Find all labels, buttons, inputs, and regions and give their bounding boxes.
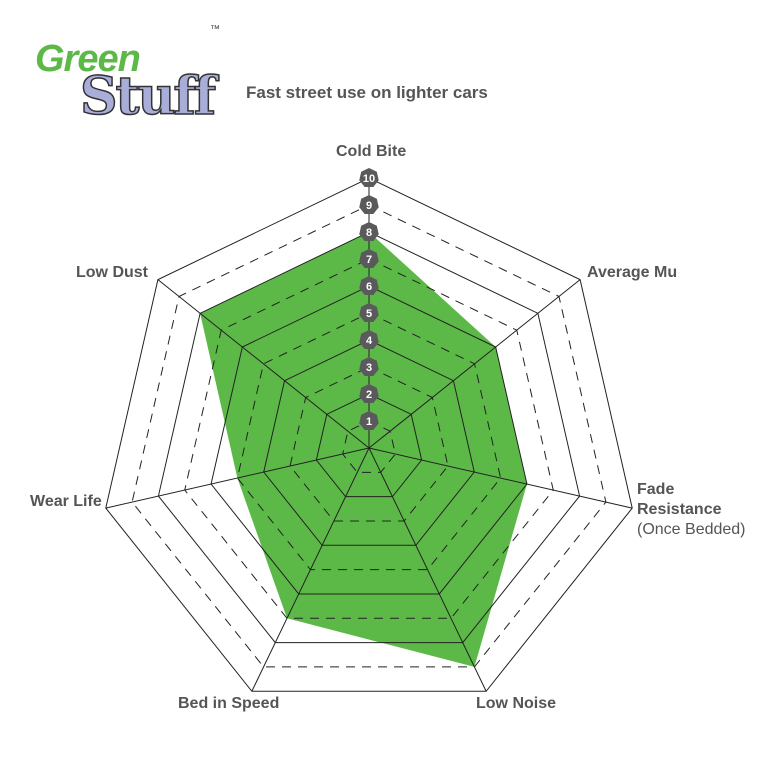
tick-label-10: 10: [363, 173, 375, 185]
spoke-6: [157, 279, 370, 449]
axis-label-low-noise: Low Noise: [476, 695, 557, 712]
logo-green: Green: [35, 38, 141, 80]
tick-label-1: 1: [366, 416, 372, 428]
spoke-3: [368, 447, 487, 692]
tick-badge-7: [359, 249, 379, 269]
axis-label-average-mu: Average Mu: [587, 264, 678, 281]
axis-label-bed-in-speed: Bed in Speed: [178, 695, 280, 712]
tick-label-9: 9: [366, 200, 372, 212]
grid-ring-9: [131, 204, 607, 668]
chart-subtitle: Fast street use on lighter cars: [246, 83, 488, 102]
tick-badge-4: [359, 330, 379, 350]
tick-badge-9: [359, 195, 379, 215]
green-stuff-logo: Green Stuff ™: [30, 24, 230, 138]
grid-ring-4: [263, 339, 475, 546]
tick-label-2: 2: [366, 389, 372, 401]
spoke-5: [105, 447, 370, 509]
tick-label-7: 7: [366, 254, 372, 266]
fade-resistance-sublabel: (Once Bedded): [637, 521, 746, 538]
tick-badge-2: [359, 384, 379, 404]
tick-label-5: 5: [366, 308, 372, 320]
axis-label-cold-bite: Cold Bite: [336, 143, 407, 160]
spoke-4: [251, 447, 370, 692]
axis-label-fade-resistance: Fade Resistance (Once Bedded): [637, 480, 757, 540]
grid-ring-6: [210, 285, 528, 595]
spoke-2: [368, 447, 633, 509]
logo-trademark: ™: [210, 24, 220, 35]
tick-badge-3: [359, 357, 379, 377]
grid-ring-8: [157, 231, 581, 644]
fade-resistance-text: Fade Resistance: [637, 481, 722, 518]
tick-label-6: 6: [366, 281, 372, 293]
grid-ring-3: [289, 366, 449, 522]
tick-label-8: 8: [366, 227, 372, 239]
tick-badge-10: [359, 168, 379, 188]
tick-badge-5: [359, 303, 379, 323]
tick-badge-1: [359, 411, 379, 431]
axis-label-wear-life: Wear Life: [30, 493, 102, 510]
tick-badge-6: [359, 276, 379, 296]
grid-ring-10: [105, 177, 633, 692]
grid-ring-5: [236, 312, 502, 571]
grid-ring-2: [315, 393, 423, 498]
axis-label-low-dust: Low Dust: [76, 264, 148, 281]
spoke-1: [368, 279, 581, 449]
tick-label-3: 3: [366, 362, 372, 374]
tick-label-4: 4: [366, 335, 373, 347]
grid-ring-1: [342, 420, 396, 473]
tick-badge-8: [359, 222, 379, 242]
logo-stuff: Stuff: [79, 65, 217, 128]
